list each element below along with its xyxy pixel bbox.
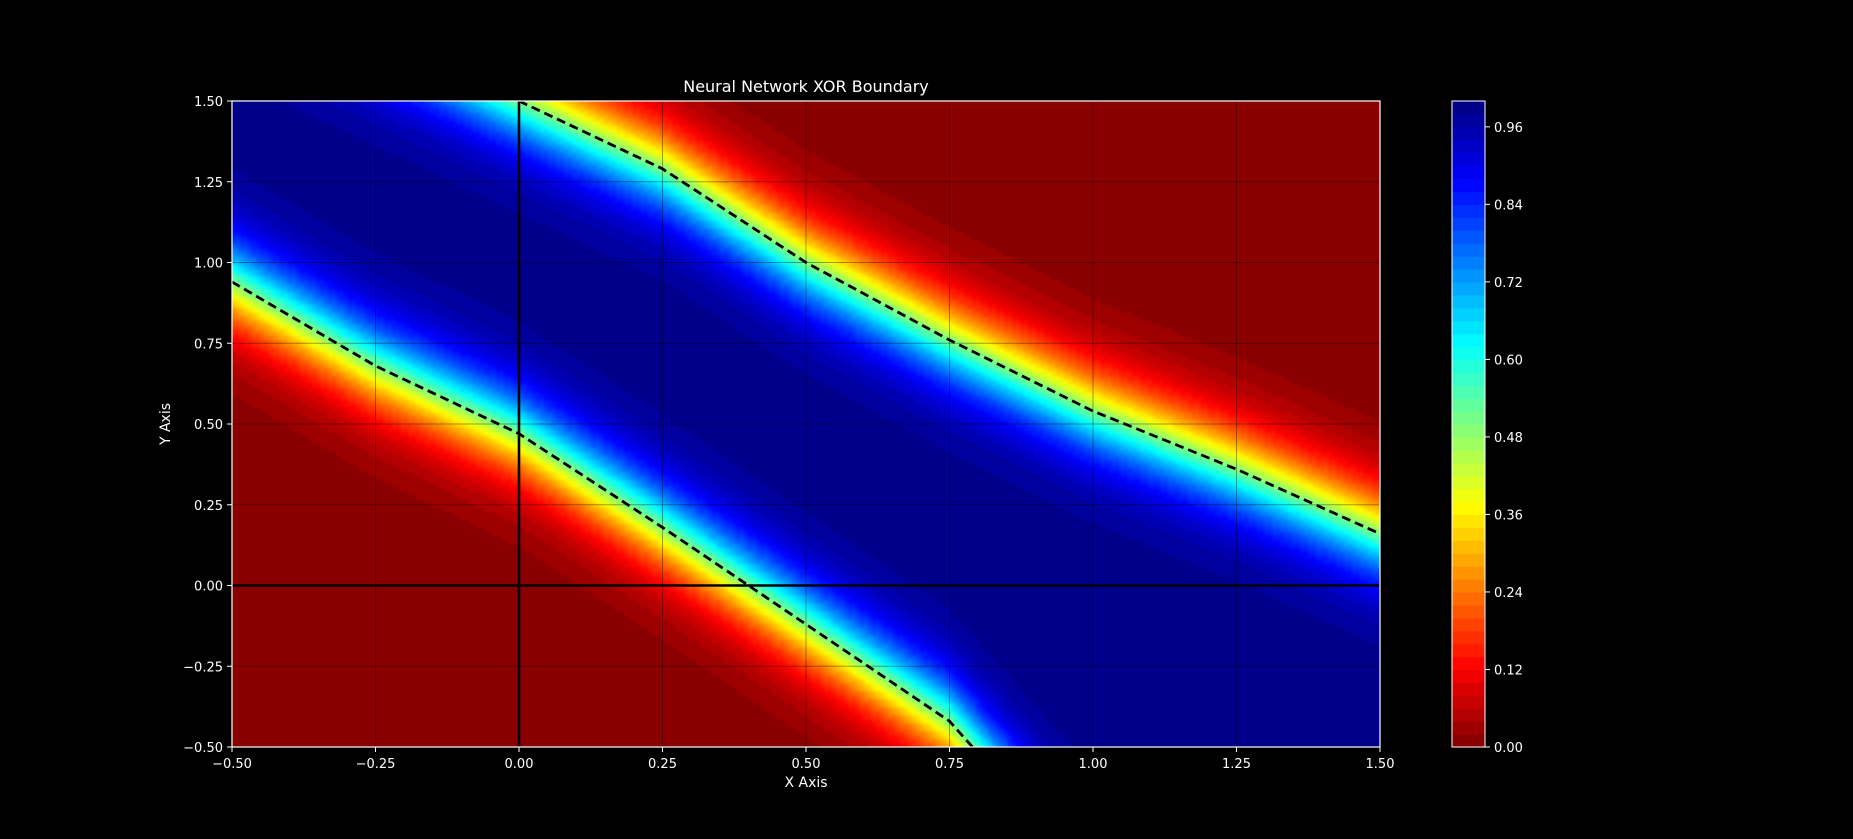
x-tick-label: −0.50 xyxy=(212,757,252,772)
colorbar-band xyxy=(1452,449,1485,464)
colorbar-band xyxy=(1452,372,1485,386)
colorbar-tick-label: 0.24 xyxy=(1494,586,1523,601)
colorbar-band xyxy=(1452,268,1485,283)
colorbar-band xyxy=(1452,579,1485,593)
y-tick-label: 1.00 xyxy=(194,257,223,272)
x-tick-label: 1.25 xyxy=(1222,757,1251,772)
colorbar-band xyxy=(1452,566,1485,580)
colorbar-band xyxy=(1452,708,1485,722)
colorbar-band xyxy=(1452,721,1485,735)
colorbar-band xyxy=(1452,139,1485,154)
colorbar-band xyxy=(1452,243,1485,257)
y-tick-label: 0.00 xyxy=(194,580,223,595)
colorbar-band xyxy=(1452,514,1485,528)
decision-boundaries xyxy=(232,101,1380,747)
colorbar-band xyxy=(1452,152,1485,167)
colorbar-tick-label: 0.48 xyxy=(1494,431,1523,446)
y-tick-label: 0.75 xyxy=(194,337,223,352)
reference-lines xyxy=(232,101,1380,747)
x-tick-label: 0.00 xyxy=(505,757,534,772)
x-tick-label: 0.50 xyxy=(792,757,821,772)
colorbar-band xyxy=(1452,320,1485,335)
colorbar-band xyxy=(1452,411,1485,425)
y-tick-label: 1.50 xyxy=(194,95,223,110)
colorbar-band xyxy=(1452,113,1485,128)
colorbar-band xyxy=(1452,385,1485,399)
colorbar-tick-label: 0.96 xyxy=(1494,121,1523,136)
colorbar-band xyxy=(1452,630,1485,645)
colorbar-band xyxy=(1452,501,1485,516)
colorbar-band xyxy=(1452,398,1485,412)
x-tick-label: 0.75 xyxy=(935,757,964,772)
y-tick-label: −0.50 xyxy=(183,741,223,756)
colorbar-band xyxy=(1452,695,1485,709)
colorbar-band xyxy=(1452,178,1485,193)
chart-title: Neural Network XOR Boundary xyxy=(683,77,929,96)
colorbar-band xyxy=(1452,488,1485,503)
colorbar-tick-label: 0.00 xyxy=(1494,741,1523,756)
colorbar-band xyxy=(1452,256,1485,270)
x-tick-label: 0.25 xyxy=(648,757,677,772)
colorbar-band xyxy=(1452,230,1485,244)
colorbar-band xyxy=(1452,591,1485,606)
boundary-line-lower xyxy=(232,280,974,747)
y-axis-ticks: −0.50 −0.25 0.00 0.25 0.50 0.75 1.00 1.25 1.50 xyxy=(183,95,232,756)
colorbar-band xyxy=(1452,436,1485,451)
colorbar-band xyxy=(1452,333,1485,348)
colorbar-tick-label: 0.60 xyxy=(1494,353,1523,368)
colorbar-band xyxy=(1452,307,1485,322)
y-tick-label: 0.25 xyxy=(194,499,223,514)
colorbar-frame xyxy=(1451,100,1486,748)
colorbar-band xyxy=(1452,682,1485,696)
colorbar-band xyxy=(1452,540,1485,554)
colorbar-tick-label: 0.12 xyxy=(1494,663,1523,678)
colorbar-band xyxy=(1452,165,1485,180)
y-tick-label: 1.25 xyxy=(194,176,223,191)
colorbar-band xyxy=(1452,191,1485,205)
colorbar-band xyxy=(1452,204,1485,218)
y-tick-label: −0.25 xyxy=(183,660,223,675)
colorbar-band xyxy=(1452,462,1485,477)
boundary-line-upper xyxy=(518,101,1380,536)
colorbar-band xyxy=(1452,553,1485,567)
colorbar-band xyxy=(1452,604,1485,619)
colorbar-band xyxy=(1452,281,1485,296)
x-tick-label: 1.50 xyxy=(1366,757,1395,772)
heatmap xyxy=(232,101,1380,747)
colorbar-band xyxy=(1452,101,1485,115)
x-axis-label: X Axis xyxy=(784,775,827,791)
colorbar-band xyxy=(1452,475,1485,490)
colorbar: 0.00 0.12 0.24 0.36 0.48 0.60 0.72 0.84 0.96 xyxy=(1451,100,1523,756)
colorbar-band xyxy=(1452,126,1485,141)
heatmap-image xyxy=(232,101,1380,747)
colorbar-band xyxy=(1452,217,1485,231)
colorbar-band xyxy=(1452,669,1485,683)
colorbar-tick-label: 0.36 xyxy=(1494,508,1523,523)
colorbar-tick-label: 0.72 xyxy=(1494,276,1523,291)
y-tick-label: 0.50 xyxy=(194,418,223,433)
colorbar-band xyxy=(1452,734,1485,748)
colorbar-band xyxy=(1452,656,1485,671)
colorbar-tick-label: 0.84 xyxy=(1494,198,1523,213)
x-axis-ticks: −0.50 −0.25 0.00 0.25 0.50 0.75 1.00 1.25 1.50 xyxy=(212,747,1394,772)
x-tick-label: −0.25 xyxy=(356,757,396,772)
colorbar-band xyxy=(1452,527,1485,541)
colorbar-band xyxy=(1452,424,1485,438)
colorbar-band xyxy=(1452,294,1485,309)
colorbar-band xyxy=(1452,643,1485,658)
colorbar-band xyxy=(1452,346,1485,360)
y-axis-label: Y Axis xyxy=(158,403,174,446)
colorbar-band xyxy=(1452,359,1485,373)
colorbar-band xyxy=(1452,617,1485,632)
x-tick-label: 1.00 xyxy=(1079,757,1108,772)
